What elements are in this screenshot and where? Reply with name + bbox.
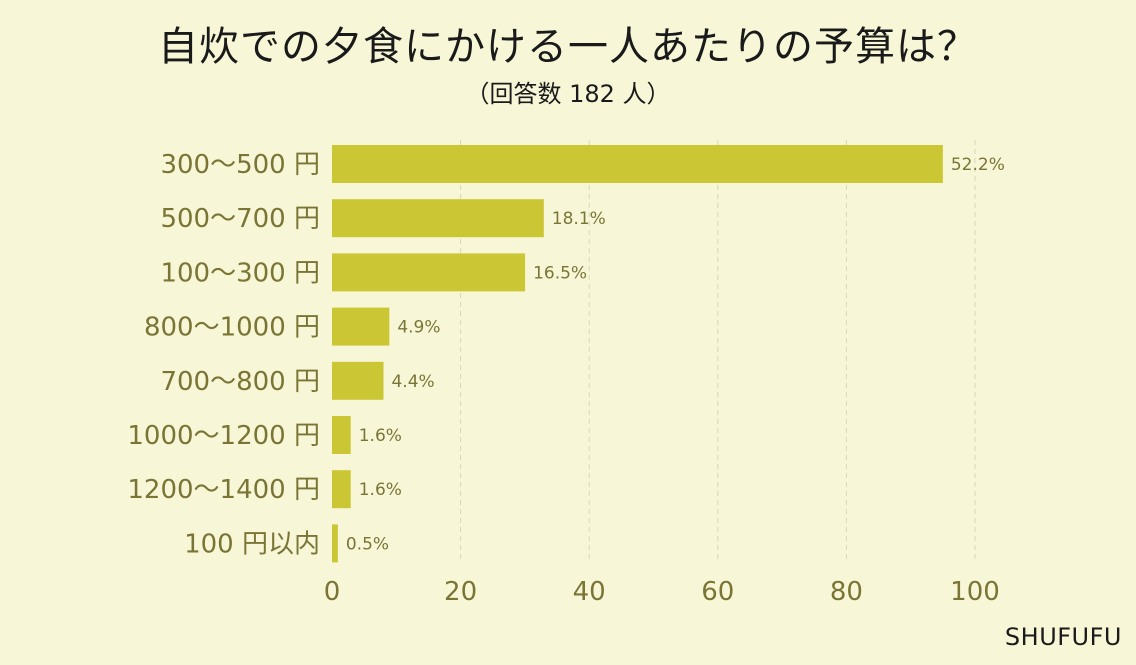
brand-logo: SHUFUFU: [1004, 623, 1122, 651]
category-label: 800〜1000 円: [144, 313, 320, 343]
x-tick-label: 0: [324, 577, 341, 607]
bar: [332, 524, 338, 563]
x-tick-label: 100: [950, 577, 1000, 607]
value-label: 52.2%: [951, 155, 1005, 175]
bar: [332, 361, 384, 400]
category-label: 100 円以内: [184, 529, 320, 559]
x-tick-label: 80: [830, 577, 863, 607]
x-tick-label: 20: [444, 577, 477, 607]
value-label: 1.6%: [359, 480, 402, 500]
category-label: 100〜300 円: [160, 258, 320, 288]
bar: [332, 416, 351, 454]
chart-title: 自炊での夕食にかける一人あたりの予算は？: [158, 24, 978, 70]
bar: [332, 199, 544, 238]
value-label: 16.5%: [533, 263, 587, 283]
value-label: 4.9%: [397, 318, 440, 338]
value-label: 1.6%: [359, 426, 402, 446]
category-label: 300〜500 円: [160, 150, 320, 180]
bar: [332, 307, 390, 346]
category-label: 500〜700 円: [160, 204, 320, 234]
chart-subtitle: （回答数 182 人）: [465, 80, 671, 108]
value-label: 0.5%: [346, 534, 389, 554]
bar: [332, 145, 943, 183]
bar: [332, 470, 351, 509]
category-label: 1200〜1400 円: [127, 475, 320, 505]
x-tick-label: 40: [573, 577, 606, 607]
category-label: 1000〜1200 円: [127, 421, 320, 451]
value-label: 4.4%: [391, 372, 434, 392]
value-label: 18.1%: [552, 209, 606, 229]
x-tick-label: 60: [701, 577, 734, 607]
category-label: 700〜800 円: [160, 367, 320, 397]
bar: [332, 253, 526, 292]
